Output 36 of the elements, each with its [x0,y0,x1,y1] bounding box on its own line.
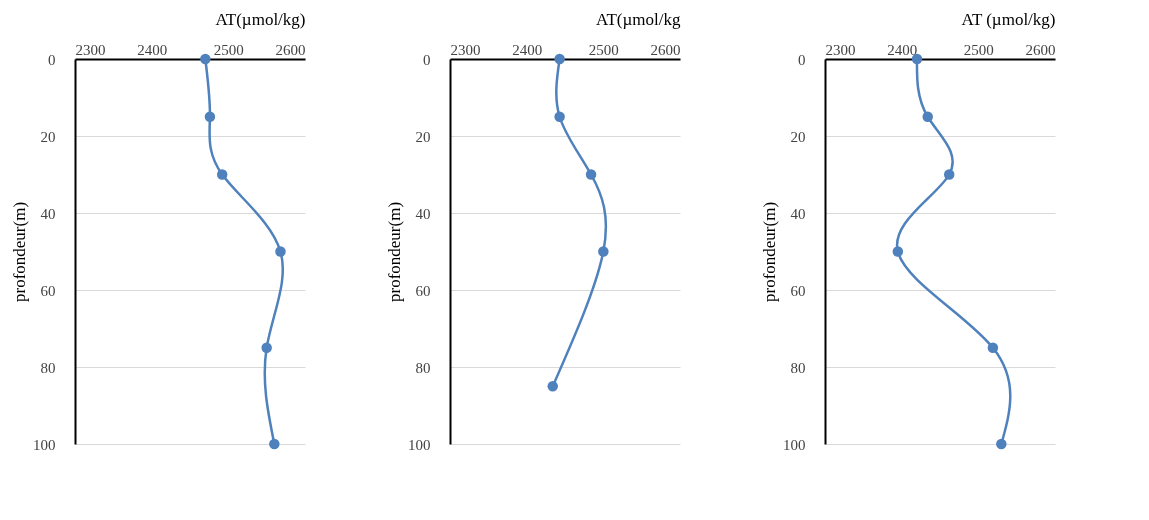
x-axis-title: AT(µmol/kg) [215,9,306,29]
y-tick-label: 100 [33,436,56,453]
x-tick-label: 2600 [650,41,681,58]
y-tick-label: 40 [790,205,806,222]
y-tick-label: 20 [40,128,56,145]
x-tick-label: 2400 [137,41,168,58]
y-tick-label: 100 [783,436,806,453]
y-tick-label: 40 [415,205,431,222]
x-tick-label: 2300 [825,41,856,58]
y-tick-label: 0 [798,51,806,68]
x-tick-label: 2400 [512,41,543,58]
y-axis-title: profondeur(m) [10,201,29,303]
y-tick-label: 60 [790,282,806,299]
y-tick-label: 20 [790,128,806,145]
x-tick-label: 2500 [213,41,244,58]
y-tick-label: 0 [48,51,56,68]
y-tick-label: 80 [415,359,431,376]
y-tick-label: 80 [790,359,806,376]
x-tick-label: 2500 [963,41,994,58]
x-tick-label: 2500 [588,41,619,58]
x-tick-label: 2300 [450,41,481,58]
y-tick-label: 100 [408,436,431,453]
y-tick-label: 60 [40,282,56,299]
y-axis-title: profondeur(m) [760,201,779,303]
y-tick-label: 0 [423,51,431,68]
y-tick-label: 20 [415,128,431,145]
x-axis-title: AT(µmol/kg [596,9,681,29]
x-tick-label: 2300 [75,41,106,58]
y-axis-title: profondeur(m) [385,201,404,303]
y-tick-label: 40 [40,205,56,222]
y-tick-label: 80 [40,359,56,376]
x-tick-label: 2600 [275,41,306,58]
y-tick-label: 60 [415,282,431,299]
x-tick-label: 2600 [1025,41,1056,58]
x-axis-title: AT (µmol/kg) [961,9,1056,29]
x-tick-label: 2400 [887,41,918,58]
